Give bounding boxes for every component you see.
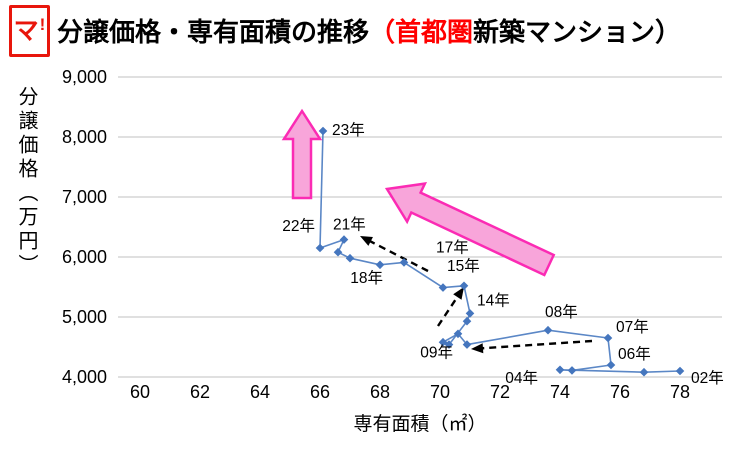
trend-arrow-up xyxy=(281,108,323,200)
data-point xyxy=(438,283,448,292)
data-point xyxy=(567,366,577,375)
year-label: 17年 xyxy=(436,238,469,256)
data-point xyxy=(318,126,328,136)
year-label: 14年 xyxy=(477,291,510,309)
year-label: 22年 xyxy=(282,217,315,235)
data-point xyxy=(453,329,463,339)
data-point xyxy=(315,243,325,253)
dashed-arrow-up-right-head xyxy=(453,287,464,300)
data-point xyxy=(639,367,649,377)
data-point xyxy=(675,366,685,376)
data-point xyxy=(462,340,472,349)
data-point xyxy=(462,316,472,326)
dashed-arrow-left-head xyxy=(471,343,484,354)
year-label: 18年 xyxy=(350,269,383,287)
page-title: 分譲価格・専有面積の推移（首都圏新築マンション） xyxy=(57,12,681,49)
data-point xyxy=(603,333,613,343)
year-label: 04年 xyxy=(505,369,538,387)
year-label: 08年 xyxy=(545,303,578,321)
data-point xyxy=(555,365,565,375)
x-tick-label: 76 xyxy=(610,382,630,402)
trend-arrow-up-left xyxy=(384,182,556,277)
year-label: 09年 xyxy=(420,344,453,362)
site-logo: マ! xyxy=(9,5,50,57)
y-tick-label: 7,000 xyxy=(62,187,107,207)
data-point xyxy=(339,235,349,244)
x-tick-label: 60 xyxy=(130,382,150,402)
y-tick-label: 6,000 xyxy=(62,247,107,267)
y-tick-label: 9,000 xyxy=(62,67,107,87)
title-region-highlight: （首都圏 xyxy=(369,17,474,47)
logo-exclamation: ! xyxy=(39,14,46,34)
x-tick-label: 72 xyxy=(490,382,510,402)
data-point xyxy=(459,281,469,291)
data-point xyxy=(606,360,616,370)
x-tick-label: 74 xyxy=(550,382,570,402)
dashed-arrow-up-left-head xyxy=(360,236,373,246)
data-point xyxy=(444,340,454,349)
year-label: 07年 xyxy=(616,318,649,336)
y-axis-title: 分譲価格（万円） xyxy=(15,86,37,278)
y-tick-label: 4,000 xyxy=(62,367,107,387)
x-tick-label: 70 xyxy=(430,382,450,402)
year-label: 21年 xyxy=(333,216,366,234)
x-tick-label: 62 xyxy=(190,382,210,402)
data-point xyxy=(543,325,553,335)
data-point xyxy=(399,258,409,267)
data-point xyxy=(375,260,385,270)
x-tick-label: 68 xyxy=(370,382,390,402)
year-label: 23年 xyxy=(332,121,365,139)
year-label: 02年 xyxy=(691,369,724,387)
data-point xyxy=(465,309,475,318)
dashed-arrow-up-right xyxy=(437,293,461,327)
logo-text: マ xyxy=(13,16,39,45)
year-label: 15年 xyxy=(447,257,480,275)
title-suffix: 新築マンション） xyxy=(473,17,682,47)
year-label: 06年 xyxy=(618,345,651,363)
dashed-arrow-left xyxy=(479,339,593,350)
data-point xyxy=(333,247,343,257)
x-tick-label: 66 xyxy=(310,382,330,402)
y-tick-label: 8,000 xyxy=(62,127,107,147)
x-tick-label: 64 xyxy=(250,382,270,402)
title-main: 分譲価格・専有面積の推移 xyxy=(57,17,370,47)
x-tick-label: 78 xyxy=(670,382,690,402)
y-tick-label: 5,000 xyxy=(62,307,107,327)
x-axis-title: 専有面積（㎡） xyxy=(353,414,487,435)
dashed-arrow-up-left xyxy=(367,239,429,273)
data-point xyxy=(345,253,355,263)
